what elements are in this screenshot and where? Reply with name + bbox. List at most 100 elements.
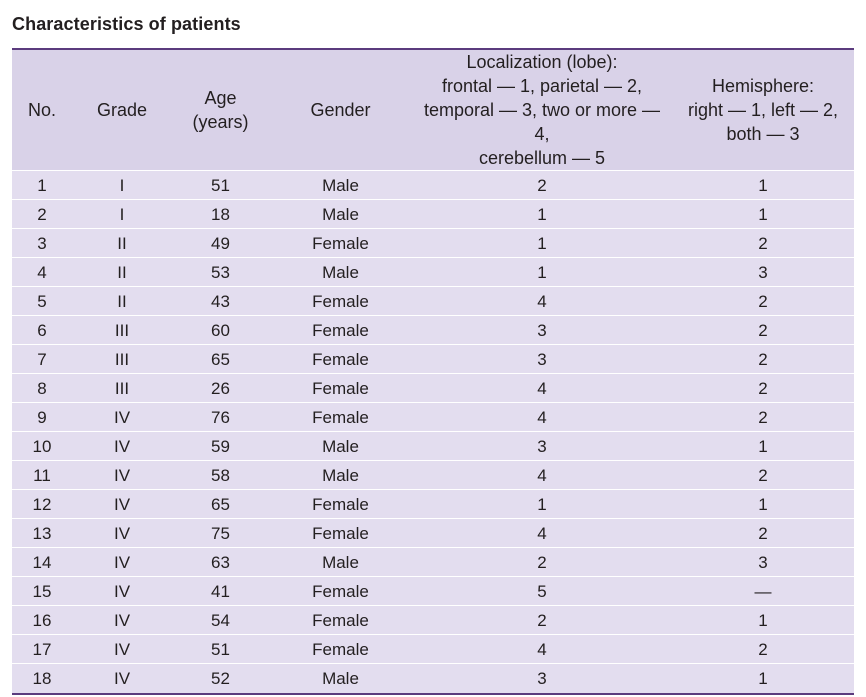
header-localization-line: cerebellum — 5 [478, 148, 606, 168]
cell-hemisphere: 2 [672, 373, 854, 403]
header-grade: Grade [96, 100, 148, 120]
header-localization-line: temporal — 3, two or more — 4, [423, 100, 661, 144]
cell-grade: III [72, 344, 172, 374]
header-hemisphere-line: Hemisphere: [711, 76, 815, 96]
cell-gender: Female [269, 315, 412, 345]
cell-hemisphere: 2 [672, 402, 854, 432]
cell-no: 8 [12, 373, 72, 403]
cell-localization: 2 [412, 605, 672, 635]
cell-age: 26 [172, 373, 269, 403]
cell-hemisphere: 1 [672, 489, 854, 519]
cell-no: 9 [12, 402, 72, 432]
table-row: 9 IV 76 Female 4 2 [12, 402, 854, 432]
header-row: No. Grade Age (years) Gender Localizatio… [12, 50, 854, 171]
cell-hemisphere: 1 [672, 605, 854, 635]
table-row: 5 II 43 Female 4 2 [12, 286, 854, 316]
cell-age: 76 [172, 402, 269, 432]
cell-gender: Male [269, 460, 412, 490]
cell-age: 59 [172, 431, 269, 461]
cell-localization: 1 [412, 489, 672, 519]
header-age-line: (years) [192, 112, 249, 132]
patients-table-container: No. Grade Age (years) Gender Localizatio… [12, 48, 854, 695]
cell-age: 49 [172, 228, 269, 258]
cell-localization: 3 [412, 344, 672, 374]
cell-no: 11 [12, 460, 72, 490]
table-header: No. Grade Age (years) Gender Localizatio… [12, 50, 854, 171]
cell-no: 18 [12, 663, 72, 693]
cell-no: 3 [12, 228, 72, 258]
cell-hemisphere: 1 [672, 663, 854, 693]
header-age: Age (years) [172, 50, 269, 171]
cell-grade: I [72, 170, 172, 200]
table-row: 17 IV 51 Female 4 2 [12, 634, 854, 664]
cell-grade: IV [72, 402, 172, 432]
table-row: 3 II 49 Female 1 2 [12, 228, 854, 258]
cell-gender: Male [269, 199, 412, 229]
header-hemisphere-line: right — 1, left — 2, [687, 100, 839, 120]
cell-localization: 4 [412, 286, 672, 316]
page-title: Characteristics of patients [12, 14, 241, 34]
cell-grade: IV [72, 431, 172, 461]
cell-no: 14 [12, 547, 72, 577]
header-no: No. [27, 100, 56, 120]
cell-grade: IV [72, 663, 172, 693]
cell-age: 52 [172, 663, 269, 693]
cell-gender: Female [269, 576, 412, 606]
cell-no: 2 [12, 199, 72, 229]
cell-no: 1 [12, 170, 72, 200]
table-row: 6 III 60 Female 3 2 [12, 315, 854, 345]
cell-gender: Female [269, 489, 412, 519]
cell-age: 65 [172, 489, 269, 519]
cell-grade: II [72, 257, 172, 287]
header-localization-line: Localization (lobe): [466, 52, 618, 72]
cell-no: 13 [12, 518, 72, 548]
cell-gender: Female [269, 634, 412, 664]
cell-age: 18 [172, 199, 269, 229]
cell-localization: 2 [412, 170, 672, 200]
cell-grade: IV [72, 547, 172, 577]
cell-grade: II [72, 228, 172, 258]
cell-age: 65 [172, 344, 269, 374]
table-row: 8 III 26 Female 4 2 [12, 373, 854, 403]
cell-age: 54 [172, 605, 269, 635]
cell-hemisphere: 2 [672, 344, 854, 374]
cell-gender: Male [269, 431, 412, 461]
cell-age: 58 [172, 460, 269, 490]
table-row: 11 IV 58 Male 4 2 [12, 460, 854, 490]
cell-age: 41 [172, 576, 269, 606]
cell-localization: 1 [412, 257, 672, 287]
cell-hemisphere: 3 [672, 257, 854, 287]
cell-hemisphere: 1 [672, 431, 854, 461]
cell-localization: 3 [412, 663, 672, 693]
header-hemisphere: Hemisphere: right — 1, left — 2, both — … [672, 50, 854, 171]
cell-grade: IV [72, 634, 172, 664]
cell-grade: III [72, 315, 172, 345]
cell-no: 5 [12, 286, 72, 316]
table-row: 1 I 51 Male 2 1 [12, 170, 854, 200]
cell-localization: 1 [412, 228, 672, 258]
cell-grade: IV [72, 518, 172, 548]
cell-age: 43 [172, 286, 269, 316]
cell-no: 4 [12, 257, 72, 287]
table-bottom-rule [12, 692, 854, 695]
cell-no: 6 [12, 315, 72, 345]
header-gender: Gender [310, 100, 371, 120]
cell-age: 75 [172, 518, 269, 548]
cell-no: 16 [12, 605, 72, 635]
table-row: 18 IV 52 Male 3 1 [12, 663, 854, 693]
table-row: 2 I 18 Male 1 1 [12, 199, 854, 229]
cell-localization: 5 [412, 576, 672, 606]
table-body: 1 I 51 Male 2 1 2 I 18 Male 1 1 3 II 49 Female 1 2 4 II 53 Ma… [12, 170, 854, 693]
cell-hemisphere: 2 [672, 634, 854, 664]
cell-hemisphere: — [672, 576, 854, 606]
table-row: 12 IV 65 Female 1 1 [12, 489, 854, 519]
cell-gender: Female [269, 373, 412, 403]
cell-localization: 4 [412, 373, 672, 403]
cell-hemisphere: 2 [672, 460, 854, 490]
cell-no: 12 [12, 489, 72, 519]
cell-grade: III [72, 373, 172, 403]
cell-hemisphere: 2 [672, 228, 854, 258]
cell-gender: Male [269, 547, 412, 577]
cell-grade: IV [72, 605, 172, 635]
cell-gender: Male [269, 663, 412, 693]
